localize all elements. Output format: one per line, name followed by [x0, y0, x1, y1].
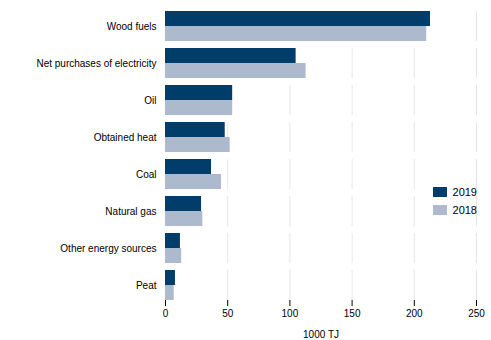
svg-text:Natural gas: Natural gas: [105, 206, 156, 217]
svg-text:200: 200: [406, 308, 423, 319]
svg-text:Wood fuels: Wood fuels: [107, 21, 157, 32]
svg-text:Other energy sources: Other energy sources: [60, 243, 156, 254]
html-text:2018: 2018: [452, 204, 477, 216]
svg-text:0: 0: [163, 308, 169, 319]
svg-text:Oil: Oil: [144, 95, 156, 106]
html-text:2019: 2019: [452, 186, 477, 198]
svg-text:Peat: Peat: [136, 280, 157, 291]
svg-text:250: 250: [468, 308, 485, 319]
svg-text:Obtained heat: Obtained heat: [94, 132, 157, 143]
svg-text:150: 150: [344, 308, 361, 319]
svg-text:1000 TJ: 1000 TJ: [303, 329, 339, 340]
svg-text:100: 100: [282, 308, 299, 319]
svg-text:Net purchases of electricity: Net purchases of electricity: [36, 58, 156, 69]
svg-text:50: 50: [222, 308, 234, 319]
svg-text:Coal: Coal: [136, 169, 157, 180]
